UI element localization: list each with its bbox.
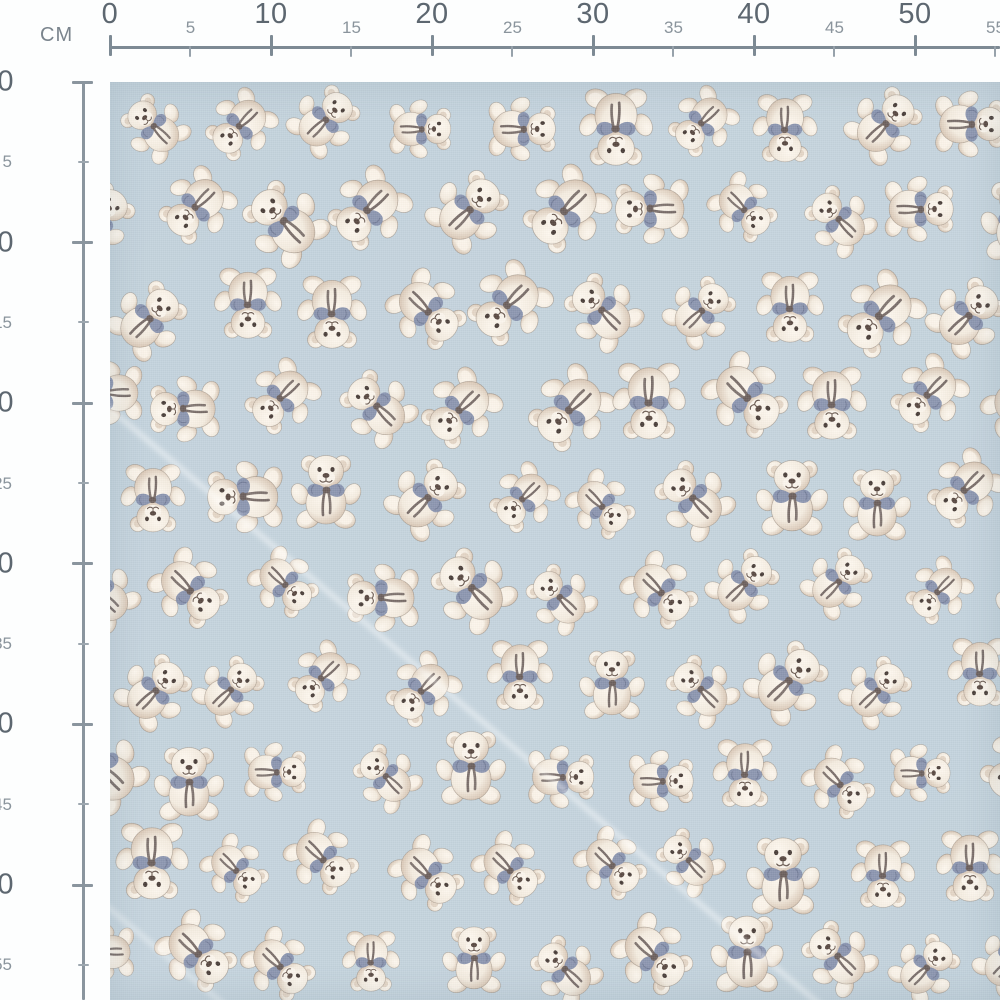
teddy-bear-motif	[440, 921, 507, 997]
ruler-tick-h-5	[189, 46, 191, 57]
ruler-tick-h-35	[672, 46, 674, 57]
teddy-bear-motif	[711, 736, 779, 813]
ruler-label-h-40: 40	[737, 0, 771, 30]
ruler-tick-v-50	[72, 883, 93, 887]
ruler-label-v-55: 55	[0, 955, 12, 975]
teddy-bear-motif	[795, 363, 868, 446]
ruler-label-h-30: 30	[576, 0, 610, 30]
teddy-bear-motif	[577, 645, 646, 723]
ruler-label-h-55: 55	[986, 18, 1000, 37]
teddy-bear-motif	[754, 454, 830, 540]
ruler-label-v-25: 25	[0, 473, 12, 493]
ruler-tick-v-10	[72, 241, 93, 245]
ruler-tick-v-15	[78, 321, 89, 324]
ruler-label-v-0: 0	[0, 65, 14, 98]
ruler-tick-h-25	[511, 46, 513, 57]
teddy-bear-motif	[152, 741, 226, 825]
teddy-bear-motif	[934, 827, 1000, 908]
teddy-bear-motif	[979, 175, 1000, 264]
teddy-bear-motif	[341, 927, 402, 996]
ruler-tick-h-10	[269, 35, 273, 56]
ruler-tick-h-40	[752, 35, 756, 56]
ruler-label-v-5: 5	[2, 152, 12, 172]
fabric-swatch[interactable]	[110, 82, 1000, 1000]
teddy-bear-motif	[386, 98, 456, 160]
teddy-bear-motif	[751, 90, 819, 168]
ruler-label-v-30: 30	[0, 547, 14, 580]
ruler-tick-h-15	[350, 46, 352, 57]
teddy-bear-motif	[241, 741, 312, 803]
ruler-label-v-40: 40	[0, 707, 14, 740]
ruler-tick-h-55	[994, 46, 996, 57]
teddy-bear-motif	[213, 264, 284, 345]
teddy-bear-motif	[485, 636, 555, 716]
teddy-bear-motif	[945, 634, 1000, 712]
teddy-bear-motif	[113, 819, 190, 906]
teddy-bear-motif	[994, 558, 1000, 640]
ruler-tick-h-0	[108, 35, 112, 56]
teddy-bear-motif	[110, 360, 146, 427]
ruler-label-h-35: 35	[664, 18, 683, 37]
horizontal-ruler-line	[110, 46, 1000, 49]
teddy-bear-motif	[931, 89, 1000, 159]
ruler-tick-v-5	[78, 160, 89, 163]
teddy-bear-motif	[744, 831, 821, 919]
ruler-tick-h-20	[430, 35, 434, 56]
ruler-label-h-25: 25	[503, 18, 522, 37]
teddy-bear-motif	[625, 749, 699, 814]
horizontal-ruler: CM 0 10 20 30 40 50 5 15 25 35 45 55	[0, 0, 1000, 82]
ruler-label-v-50: 50	[0, 868, 14, 901]
ruler-tick-v-25	[78, 482, 89, 484]
ruler-label-v-35: 35	[0, 634, 12, 654]
teddy-bear-motif	[577, 84, 655, 172]
ruler-label-v-45: 45	[0, 794, 12, 814]
ruler-label-v-20: 20	[0, 386, 14, 419]
teddy-bear-motif	[755, 268, 826, 349]
ruler-tick-h-50	[913, 35, 917, 56]
ruler-label-h-10: 10	[254, 0, 288, 30]
teddy-bear-motif	[289, 449, 363, 533]
teddy-bear-motif	[341, 562, 423, 634]
teddy-bear-motif	[484, 96, 561, 164]
ruler-tick-v-0	[72, 80, 93, 84]
teddy-bear-motif	[524, 743, 599, 809]
teddy-bear-motif	[201, 459, 287, 535]
teddy-bear-motif	[842, 464, 914, 545]
ruler-label-h-15: 15	[342, 18, 361, 37]
ruler-label-h-20: 20	[415, 0, 449, 30]
ruler-tick-h-45	[833, 46, 835, 57]
teddy-bear-motif	[295, 271, 368, 354]
teddy-bear-motif	[434, 725, 508, 809]
ruler-tick-v-20	[72, 401, 93, 405]
ruler-tick-v-45	[78, 803, 89, 806]
ruler-label-h-0: 0	[101, 0, 119, 30]
ruler-label-v-15: 15	[0, 312, 12, 332]
ruler-label-h-50: 50	[898, 0, 932, 30]
ruler-tick-v-30	[72, 562, 93, 566]
teddy-bear-motif	[881, 174, 960, 243]
teddy-bear-motif	[609, 172, 693, 246]
ruler-tick-v-40	[72, 722, 93, 726]
teddy-bear-motif	[610, 358, 687, 446]
teddy-bear-motif	[145, 374, 224, 444]
teddy-bear-motif	[709, 910, 786, 997]
ruler-label-h-45: 45	[825, 18, 844, 37]
teddy-bear-motif	[849, 837, 917, 914]
teddy-bear-motif	[887, 743, 956, 804]
teddy-bear-motif	[110, 922, 138, 983]
ruler-tick-v-35	[78, 642, 89, 645]
unit-label: CM	[40, 24, 74, 46]
vertical-ruler-line	[82, 82, 85, 1000]
ruler-tick-h-30	[591, 35, 595, 56]
ruler-label-v-10: 10	[0, 226, 14, 259]
ruler-label-h-5: 5	[185, 18, 196, 37]
ruler-tick-v-55	[78, 963, 89, 966]
teddy-bear-motif	[119, 460, 188, 538]
vertical-ruler: 0 10 20 30 40 50 5 15 25 35 45 55	[0, 0, 110, 1000]
